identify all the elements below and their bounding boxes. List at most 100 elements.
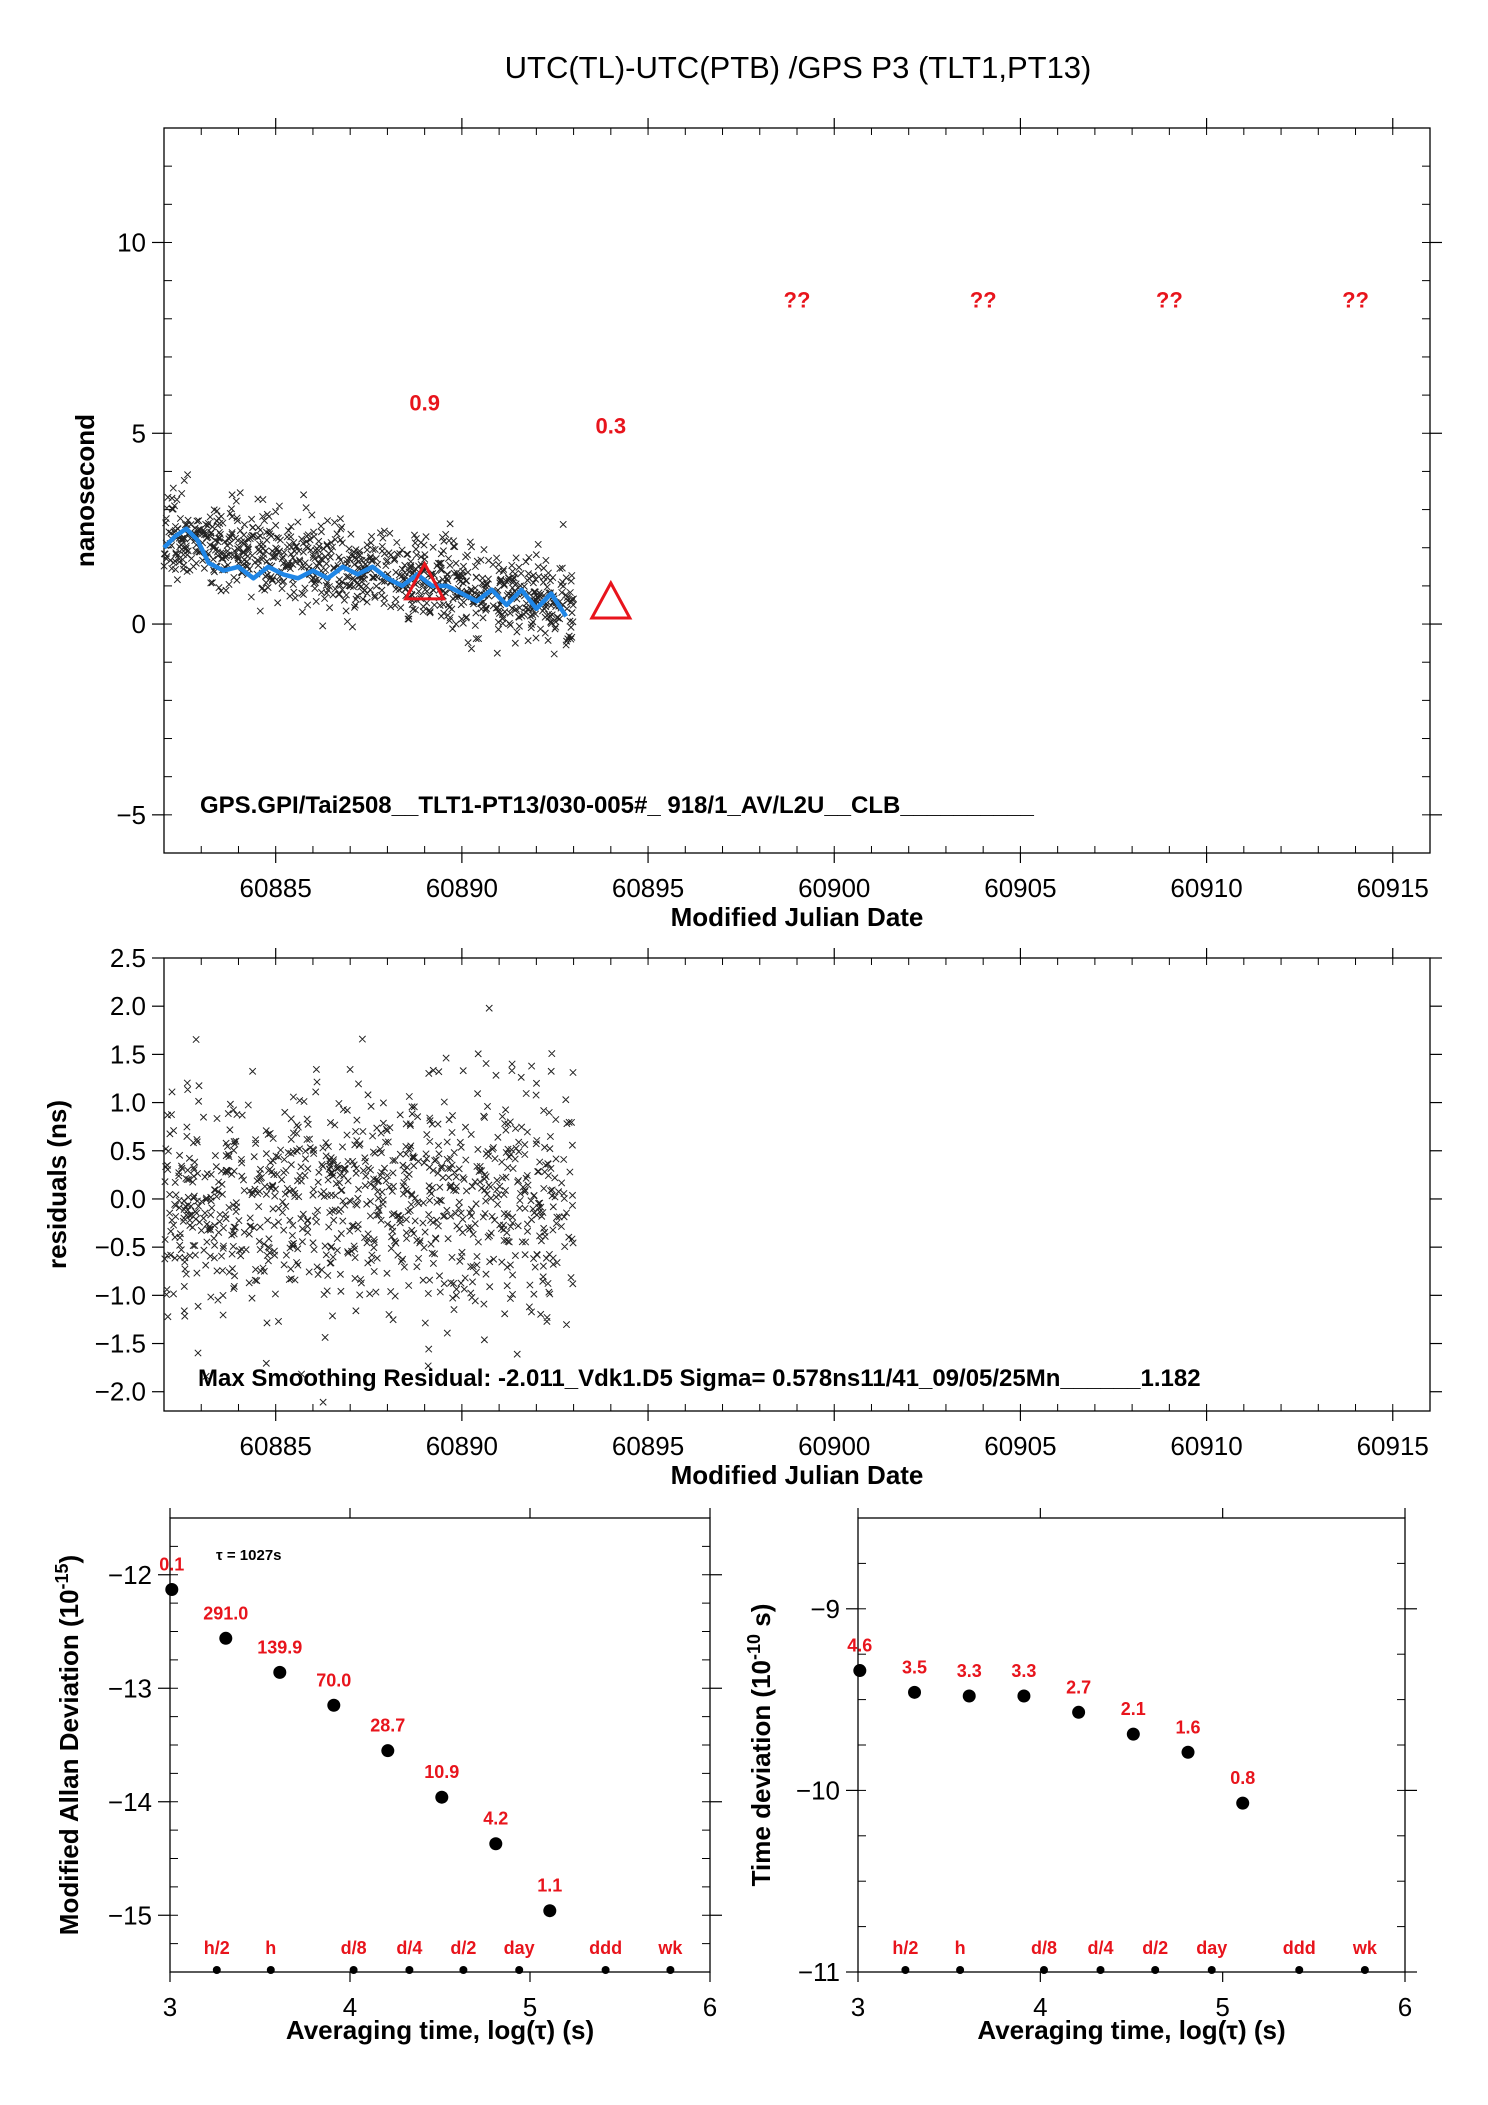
x-axis-label: Averaging time, log(τ) (s) bbox=[286, 2015, 594, 2045]
y-axis-label: Time deviation (10-10 s) bbox=[744, 1604, 776, 1887]
top-panel: 60885 60890 60895 60900 60905 60910 60915 −5 0 5 1… bbox=[70, 118, 1442, 932]
y-tick-label: −5 bbox=[116, 800, 146, 830]
x-axis-label: Averaging time, log(τ) (s) bbox=[977, 2015, 1285, 2045]
tau-marker-label: d/4 bbox=[1087, 1938, 1113, 1958]
tau-marker bbox=[901, 1966, 910, 1974]
y-tick-label: 0.0 bbox=[110, 1184, 146, 1214]
y-axis-label: residuals (ns) bbox=[42, 1100, 72, 1269]
x-axis-label: Modified Julian Date bbox=[671, 902, 924, 932]
plot-frame bbox=[857, 1517, 1406, 1973]
deviation-label: 2.7 bbox=[1066, 1677, 1091, 1697]
y-tick-label: −0.5 bbox=[95, 1232, 146, 1262]
tau-marker bbox=[666, 1966, 675, 1974]
y-tick-label: 1.0 bbox=[110, 1088, 146, 1118]
deviation-point bbox=[327, 1698, 341, 1712]
tau-marker-label: day bbox=[504, 1938, 535, 1958]
x-tick-label: 60885 bbox=[240, 873, 312, 903]
tau-marker bbox=[212, 1966, 221, 1974]
y-tick-label: −14 bbox=[108, 1787, 152, 1817]
value-label: ?? bbox=[784, 287, 811, 312]
x-tick-label: 5 bbox=[523, 1992, 537, 2022]
tau-marker bbox=[1360, 1966, 1369, 1974]
tau-marker bbox=[1207, 1966, 1216, 1974]
deviation-label: 4.6 bbox=[847, 1636, 872, 1656]
deviation-label: 1.6 bbox=[1176, 1717, 1201, 1737]
tau-marker bbox=[459, 1966, 468, 1974]
y-tick-label: −9 bbox=[810, 1594, 840, 1624]
deviation-label: 10.9 bbox=[424, 1762, 459, 1782]
tau-marker-label: d/8 bbox=[1031, 1938, 1057, 1958]
tau-marker-label: h bbox=[955, 1938, 966, 1958]
plot-frame bbox=[169, 1517, 711, 1973]
tau-marker bbox=[1295, 1966, 1304, 1974]
tau-note: τ = 1027s bbox=[216, 1547, 282, 1564]
plot-frame bbox=[163, 957, 1431, 1412]
tau-marker-label: day bbox=[1196, 1938, 1227, 1958]
deviation-label: 3.3 bbox=[957, 1661, 982, 1681]
x-tick-label: 60915 bbox=[1357, 1431, 1429, 1461]
y-tick-label: 2.5 bbox=[110, 943, 146, 973]
tau-marker bbox=[349, 1966, 358, 1974]
deviation-label: 139.9 bbox=[257, 1637, 302, 1657]
y-tick-label: −10 bbox=[796, 1775, 840, 1805]
tau-marker bbox=[1151, 1966, 1160, 1974]
y-axis-label: nanosecond bbox=[70, 414, 100, 567]
x-tick-label: 4 bbox=[1033, 1992, 1047, 2022]
tau-marker-label: d/2 bbox=[450, 1938, 476, 1958]
x-tick-label: 60890 bbox=[426, 1431, 498, 1461]
deviation-label: 70.0 bbox=[316, 1670, 351, 1690]
tau-marker bbox=[601, 1966, 610, 1974]
y-tick-label: −13 bbox=[108, 1673, 152, 1703]
deviation-point bbox=[1181, 1745, 1195, 1759]
y-tick-label: 0 bbox=[132, 609, 146, 639]
tau-marker-label: wk bbox=[1352, 1938, 1378, 1958]
y-axis-label: Modified Allan Deviation (10-15) bbox=[52, 1555, 84, 1935]
x-tick-label: 60910 bbox=[1170, 873, 1242, 903]
deviation-label: 1.1 bbox=[537, 1876, 562, 1896]
deviation-point bbox=[381, 1744, 395, 1758]
y-tick-label: −11 bbox=[798, 1957, 840, 1987]
x-tick-label: 5 bbox=[1215, 1992, 1229, 2022]
smoothing-curve bbox=[162, 526, 568, 618]
value-label: 0.9 bbox=[409, 390, 440, 415]
deviation-point bbox=[1017, 1689, 1031, 1703]
deviation-point bbox=[435, 1790, 449, 1804]
y-tick-label: −2.0 bbox=[95, 1377, 146, 1407]
y-tick-label: −12 bbox=[108, 1560, 152, 1590]
deviation-label: 28.7 bbox=[370, 1716, 405, 1736]
x-tick-label: 3 bbox=[851, 1992, 865, 2022]
tau-marker-label: h bbox=[265, 1938, 276, 1958]
x-tick-label: 60900 bbox=[798, 1431, 870, 1461]
y-tick-label: 2.0 bbox=[110, 991, 146, 1021]
tau-marker bbox=[1096, 1966, 1105, 1974]
plot-frame bbox=[163, 127, 1431, 854]
deviation-point bbox=[489, 1837, 503, 1851]
chart-title: UTC(TL)-UTC(PTB) /GPS P3 (TLT1,PT13) bbox=[505, 50, 1092, 85]
x-tick-label: 3 bbox=[163, 1992, 177, 2022]
y-tick-label: 0.5 bbox=[110, 1136, 146, 1166]
x-tick-label: 6 bbox=[703, 1992, 717, 2022]
residual-points bbox=[161, 1004, 577, 1406]
tau-marker-label: ddd bbox=[589, 1938, 622, 1958]
deviation-label: 3.3 bbox=[1011, 1661, 1036, 1681]
y-tick-label: 1.5 bbox=[110, 1039, 146, 1069]
tau-marker-label: wk bbox=[657, 1938, 683, 1958]
tau-marker-label: d/4 bbox=[396, 1938, 422, 1958]
deviation-point bbox=[273, 1665, 287, 1679]
x-tick-label: 60890 bbox=[426, 873, 498, 903]
y-tick-label: 10 bbox=[117, 227, 146, 257]
deviation-point bbox=[908, 1685, 922, 1699]
value-label: ?? bbox=[1342, 287, 1369, 312]
tau-marker bbox=[515, 1966, 524, 1974]
deviation-label: 0.1 bbox=[159, 1555, 184, 1575]
x-tick-label: 60885 bbox=[240, 1431, 312, 1461]
x-tick-label: 6 bbox=[1398, 1992, 1412, 2022]
x-tick-label: 60905 bbox=[984, 873, 1056, 903]
deviation-label: 0.8 bbox=[1230, 1768, 1255, 1788]
x-tick-label: 60910 bbox=[1170, 1431, 1242, 1461]
deviation-point bbox=[543, 1904, 557, 1918]
value-label: ?? bbox=[970, 287, 997, 312]
y-tick-label: −1.0 bbox=[95, 1280, 146, 1310]
tau-marker-label: h/2 bbox=[892, 1938, 918, 1958]
